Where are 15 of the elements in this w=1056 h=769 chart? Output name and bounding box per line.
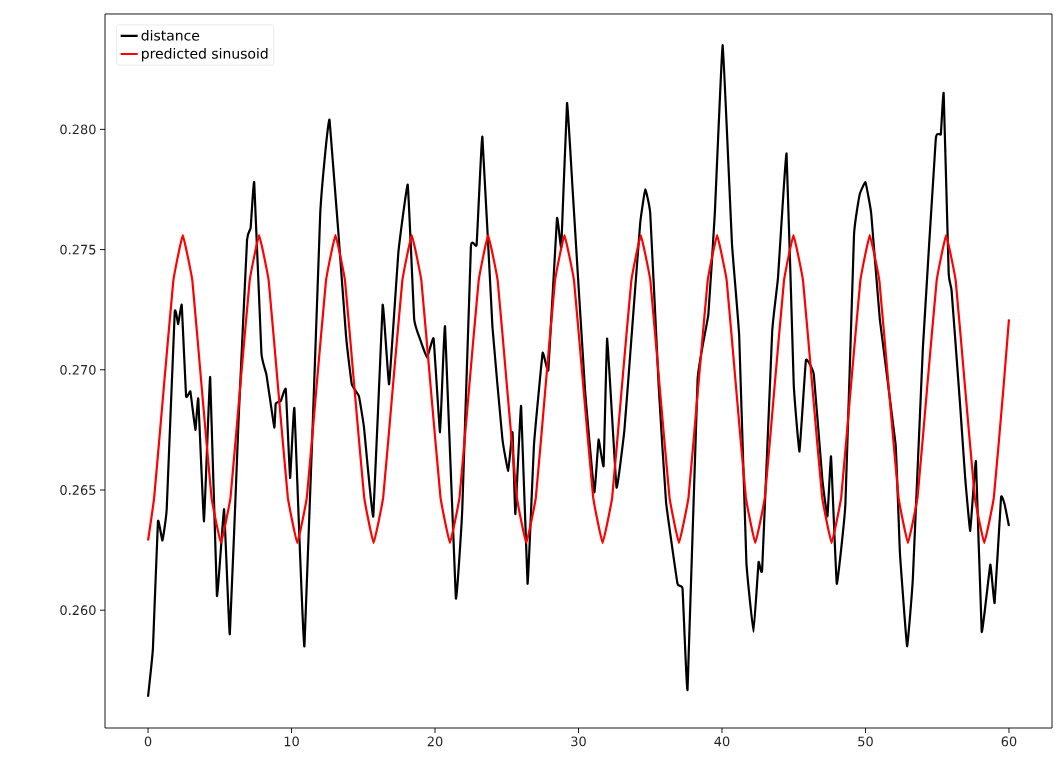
legend-label: predicted sinusoid [142, 47, 268, 62]
x-tick-label: 60 [1001, 736, 1017, 747]
line-series [146, 234, 1011, 544]
y-tick-label: 0.280 [60, 124, 96, 135]
x-tick-label: 10 [284, 736, 299, 747]
y-tick-label: 0.275 [60, 244, 96, 255]
x-tick-label: 30 [571, 736, 586, 747]
x-tick-label: 50 [858, 736, 873, 747]
x-tick-label: 20 [427, 736, 443, 747]
legend-label: distance [141, 29, 200, 41]
x-tick-label: 0 [144, 736, 152, 747]
y-tick-label: 0.260 [60, 605, 96, 616]
y-tick-label: 0.265 [60, 485, 96, 495]
y-tick-label: 0.270 [60, 364, 96, 375]
x-tick-label: 40 [714, 736, 730, 747]
